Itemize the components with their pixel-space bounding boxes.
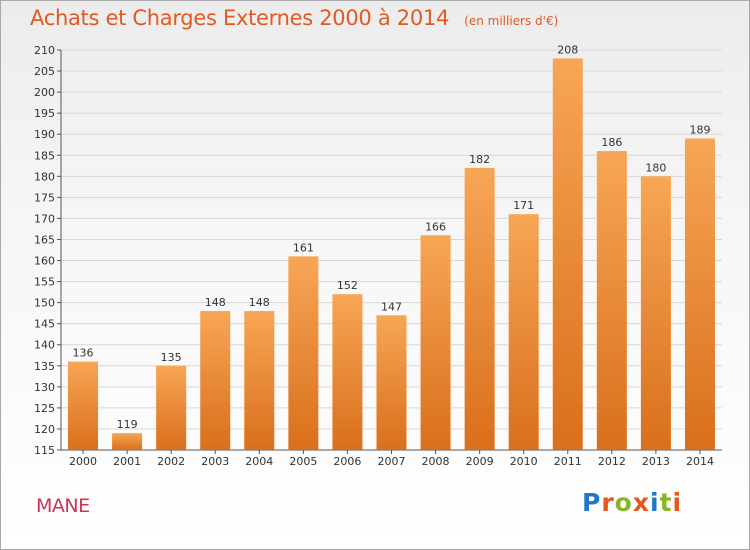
data-label: 186 <box>601 136 622 149</box>
y-tick-label: 190 <box>34 128 55 141</box>
y-tick-label: 115 <box>34 444 55 457</box>
x-tick-label: 2005 <box>289 455 317 468</box>
y-tick-label: 160 <box>34 255 55 268</box>
y-tick-label: 170 <box>34 212 55 225</box>
data-label: 182 <box>469 153 490 166</box>
logo-letter: r <box>601 488 615 517</box>
bar <box>288 256 319 450</box>
y-tick-label: 125 <box>34 402 55 415</box>
y-tick-label: 175 <box>34 191 55 204</box>
y-tick-label: 140 <box>34 339 55 352</box>
chart-title: Achats et Charges Externes 2000 à 2014 <box>30 6 450 30</box>
x-tick-label: 2014 <box>686 455 714 468</box>
data-label: 119 <box>117 418 138 431</box>
x-tick-label: 2008 <box>422 455 450 468</box>
bar <box>156 365 187 450</box>
bar <box>508 214 539 450</box>
data-label: 171 <box>513 199 534 212</box>
bar <box>376 315 407 450</box>
y-tick-label: 130 <box>34 381 55 394</box>
x-tick-label: 2001 <box>113 455 141 468</box>
logo-letter: x <box>632 488 650 517</box>
y-tick-label: 180 <box>34 170 55 183</box>
y-tick-label: 185 <box>34 149 55 162</box>
data-label: 161 <box>293 241 314 254</box>
data-label: 148 <box>205 296 226 309</box>
logo-letter: P <box>582 488 602 517</box>
chart-unit: (en milliers d'€) <box>464 14 559 28</box>
commune-name: MANE <box>36 495 90 517</box>
data-label: 135 <box>161 351 182 364</box>
y-tick-label: 150 <box>34 297 55 310</box>
y-tick-label: 210 <box>34 44 55 57</box>
logo-letter: i <box>672 488 683 517</box>
data-label: 189 <box>689 123 710 136</box>
data-label: 208 <box>557 43 578 56</box>
x-tick-label: 2007 <box>378 455 406 468</box>
y-tick-label: 195 <box>34 107 55 120</box>
y-tick-label: 135 <box>34 360 55 373</box>
x-tick-label: 2002 <box>157 455 185 468</box>
bar <box>332 294 363 450</box>
x-tick-label: 2006 <box>333 455 361 468</box>
logo-letter: i <box>650 488 660 517</box>
bar <box>420 235 451 450</box>
bar <box>112 433 143 450</box>
bar <box>68 361 99 450</box>
bar <box>200 311 231 450</box>
y-tick-label: 120 <box>34 423 55 436</box>
y-tick-label: 200 <box>34 86 55 99</box>
x-tick-label: 2003 <box>201 455 229 468</box>
y-tick-label: 155 <box>34 276 55 289</box>
x-tick-label: 2013 <box>642 455 670 468</box>
data-label: 136 <box>73 347 94 360</box>
bar <box>596 151 627 451</box>
bars <box>68 58 715 451</box>
labels: 115 120 125 130 135 140 145 150 155 160 165 170 175 1… <box>34 43 714 468</box>
data-label: 152 <box>337 279 358 292</box>
x-tick-label: 2009 <box>466 455 494 468</box>
y-tick-label: 205 <box>34 65 55 78</box>
data-label: 180 <box>645 161 666 174</box>
y-tick-label: 145 <box>34 318 55 331</box>
data-label: 148 <box>249 296 270 309</box>
data-label: 166 <box>425 220 446 233</box>
x-tick-label: 2012 <box>598 455 626 468</box>
x-tick-label: 2011 <box>554 455 582 468</box>
x-tick-label: 2010 <box>510 455 538 468</box>
x-tick-label: 2000 <box>69 455 97 468</box>
chart-header: Achats et Charges Externes 2000 à 2014 (… <box>30 6 558 30</box>
bar <box>640 176 671 450</box>
logo-letter: t <box>659 488 673 517</box>
data-label: 147 <box>381 300 402 313</box>
x-tick-label: 2004 <box>245 455 273 468</box>
bar <box>464 167 495 451</box>
logo-letter: o <box>614 488 633 517</box>
proxiti-logo[interactable]: Proxiti <box>582 488 682 517</box>
bar <box>684 138 715 450</box>
bar <box>244 311 275 450</box>
bar <box>552 58 583 450</box>
y-tick-label: 165 <box>34 233 55 246</box>
